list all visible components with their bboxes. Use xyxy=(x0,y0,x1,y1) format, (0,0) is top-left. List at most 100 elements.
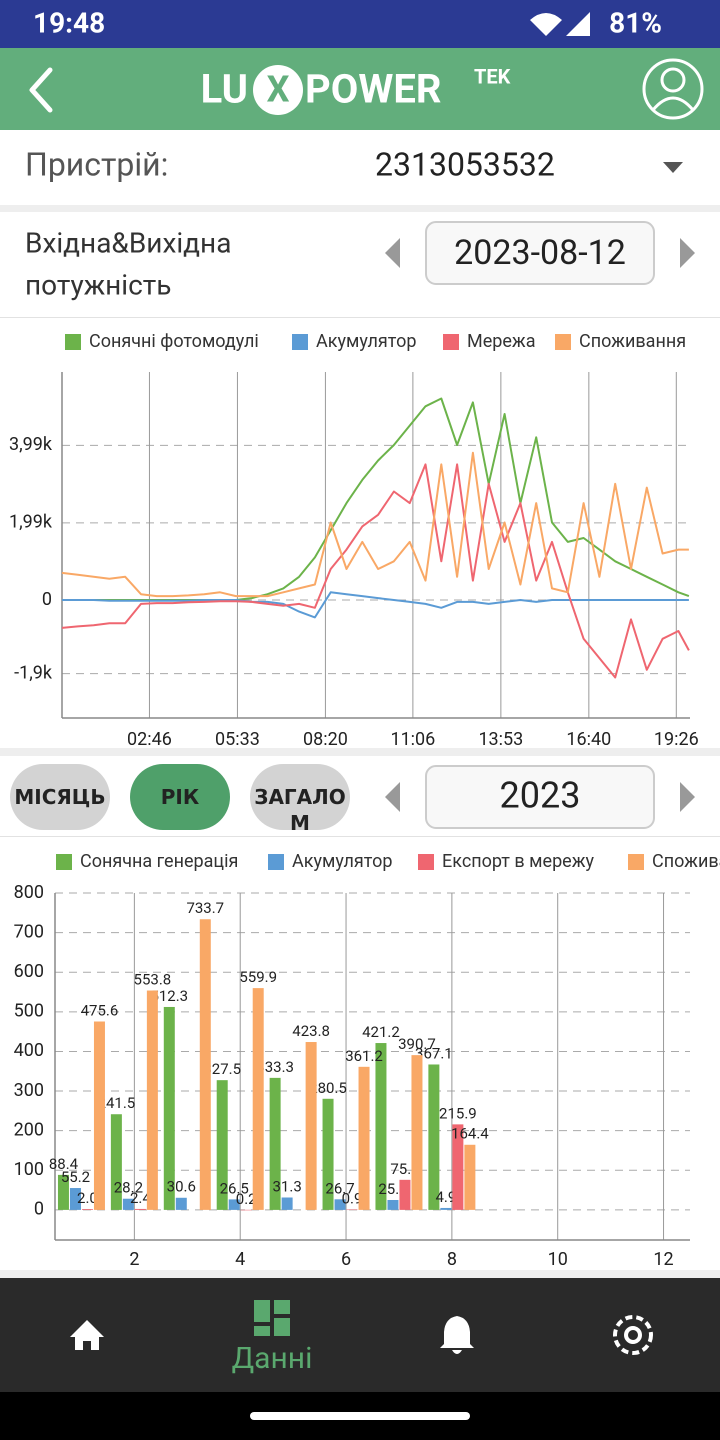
bar-value-label: 333.3 xyxy=(256,1058,294,1076)
separator xyxy=(0,748,720,756)
legend-swatch xyxy=(268,854,284,870)
y-tick-label: 3,99k xyxy=(9,434,53,455)
legend-swatch xyxy=(56,854,72,870)
bar xyxy=(452,1124,464,1210)
device-dropdown[interactable] xyxy=(663,162,683,173)
y-tick-label: 500 xyxy=(14,1001,44,1022)
legend-label: Експорт в мережу xyxy=(442,851,595,872)
bar xyxy=(387,1199,399,1210)
back-button[interactable] xyxy=(29,67,53,113)
nav-data[interactable] xyxy=(254,1300,290,1336)
period-tab[interactable] xyxy=(10,764,110,830)
logo-mark: X xyxy=(267,69,290,111)
prev-date[interactable] xyxy=(385,238,400,268)
status-bar xyxy=(0,0,720,48)
legend-label: Сонячні фотомодулі xyxy=(89,331,259,352)
bar-value-label: 4.9 xyxy=(435,1188,456,1206)
bar-value-label: 0.2 xyxy=(236,1190,257,1208)
x-tick-label: 11:06 xyxy=(390,729,435,750)
period-tab-label: МІСЯЦЬ xyxy=(14,785,106,809)
period-tab-text: МІСЯЦЬ xyxy=(14,785,106,809)
device-value[interactable]: 2313053532 xyxy=(375,145,555,183)
separator xyxy=(0,317,720,318)
period-tab-text: РІК xyxy=(160,785,200,809)
bar xyxy=(199,919,211,1210)
x-tick-label: 12 xyxy=(653,1249,673,1270)
bar xyxy=(399,1179,411,1210)
y-tick-label: 1,99k xyxy=(9,512,53,533)
next-year[interactable] xyxy=(680,782,695,812)
bar xyxy=(69,1188,81,1210)
legend-swatch xyxy=(628,854,644,870)
battery-level: 81% xyxy=(609,6,662,39)
nav-settings[interactable] xyxy=(613,1315,653,1355)
bar xyxy=(216,1080,228,1210)
x-tick-label: 2 xyxy=(129,1249,139,1270)
bar xyxy=(146,990,158,1210)
gesture-handle[interactable] xyxy=(250,1412,470,1420)
legend-swatch xyxy=(418,854,434,870)
date-box[interactable] xyxy=(425,221,655,285)
bar-value-label: 241.5 xyxy=(98,1094,136,1112)
bar xyxy=(93,1021,105,1210)
legend-label: Сонячна генерація xyxy=(80,851,238,872)
x-tick-label: 8 xyxy=(447,1249,457,1270)
bar xyxy=(252,988,264,1210)
bottom-nav xyxy=(0,1278,720,1392)
series-line xyxy=(62,397,690,601)
logo-circle xyxy=(253,65,303,115)
bar xyxy=(175,1197,187,1210)
legend-label: Мережа xyxy=(467,331,536,352)
year-value: 2023 xyxy=(500,775,581,817)
bar xyxy=(110,1114,122,1210)
bar xyxy=(81,1209,93,1210)
period-tab[interactable] xyxy=(130,764,230,830)
nav-home[interactable] xyxy=(70,1320,104,1350)
bar xyxy=(358,1066,370,1210)
bar xyxy=(57,1174,69,1210)
bar-value-label: 367.1 xyxy=(415,1044,453,1062)
bar-value-label: 215.9 xyxy=(439,1104,477,1122)
year-box[interactable] xyxy=(425,765,655,829)
next-date[interactable] xyxy=(680,238,695,268)
x-tick-label: 13:53 xyxy=(478,729,523,750)
bar xyxy=(134,1208,146,1210)
y-tick-label: 700 xyxy=(14,921,44,942)
legend-label: Акумулятор xyxy=(316,331,416,352)
bar-value-label: 553.8 xyxy=(134,970,172,988)
bar-value-label: 2.0 xyxy=(77,1189,98,1207)
prev-year[interactable] xyxy=(385,782,400,812)
y-tick-label: 600 xyxy=(14,961,44,982)
bar xyxy=(322,1098,334,1210)
legend-swatch xyxy=(65,334,81,350)
bar xyxy=(269,1077,281,1210)
signal-icon xyxy=(566,12,590,36)
section-title: потужність xyxy=(25,268,171,301)
bar xyxy=(411,1055,423,1210)
x-tick-label: 6 xyxy=(341,1249,351,1270)
logo-left: LU xyxy=(201,66,248,113)
period-tab[interactable] xyxy=(250,764,350,830)
bar xyxy=(228,1199,240,1210)
bar-value-label: 0.9 xyxy=(342,1190,363,1208)
legend-label: Акумулятор xyxy=(292,851,392,872)
y-tick-label: 400 xyxy=(14,1040,44,1061)
bar-value-label: 2.4 xyxy=(130,1189,151,1207)
period-tabs: МІСЯЦЬ РІК ЗАГАЛОМ xyxy=(10,764,350,830)
bar-value-label: 26.5 xyxy=(220,1179,249,1197)
x-tick-label: 4 xyxy=(235,1249,245,1270)
y-tick-label: 0 xyxy=(34,1199,44,1220)
profile-button[interactable] xyxy=(642,58,704,120)
nav-alerts[interactable] xyxy=(440,1316,474,1354)
bar xyxy=(163,1006,175,1210)
bar-value-label: 327.5 xyxy=(203,1060,241,1078)
y-tick-label: 800 xyxy=(14,882,44,903)
nav-data-label: Данні xyxy=(232,1341,313,1376)
bar-value-label: 559.9 xyxy=(239,968,277,986)
legend-label: Споживання xyxy=(652,851,720,872)
x-tick-label: 05:33 xyxy=(215,729,260,750)
period-tab-label: ЗАГАЛОМ xyxy=(254,785,346,830)
bar xyxy=(428,1064,440,1210)
